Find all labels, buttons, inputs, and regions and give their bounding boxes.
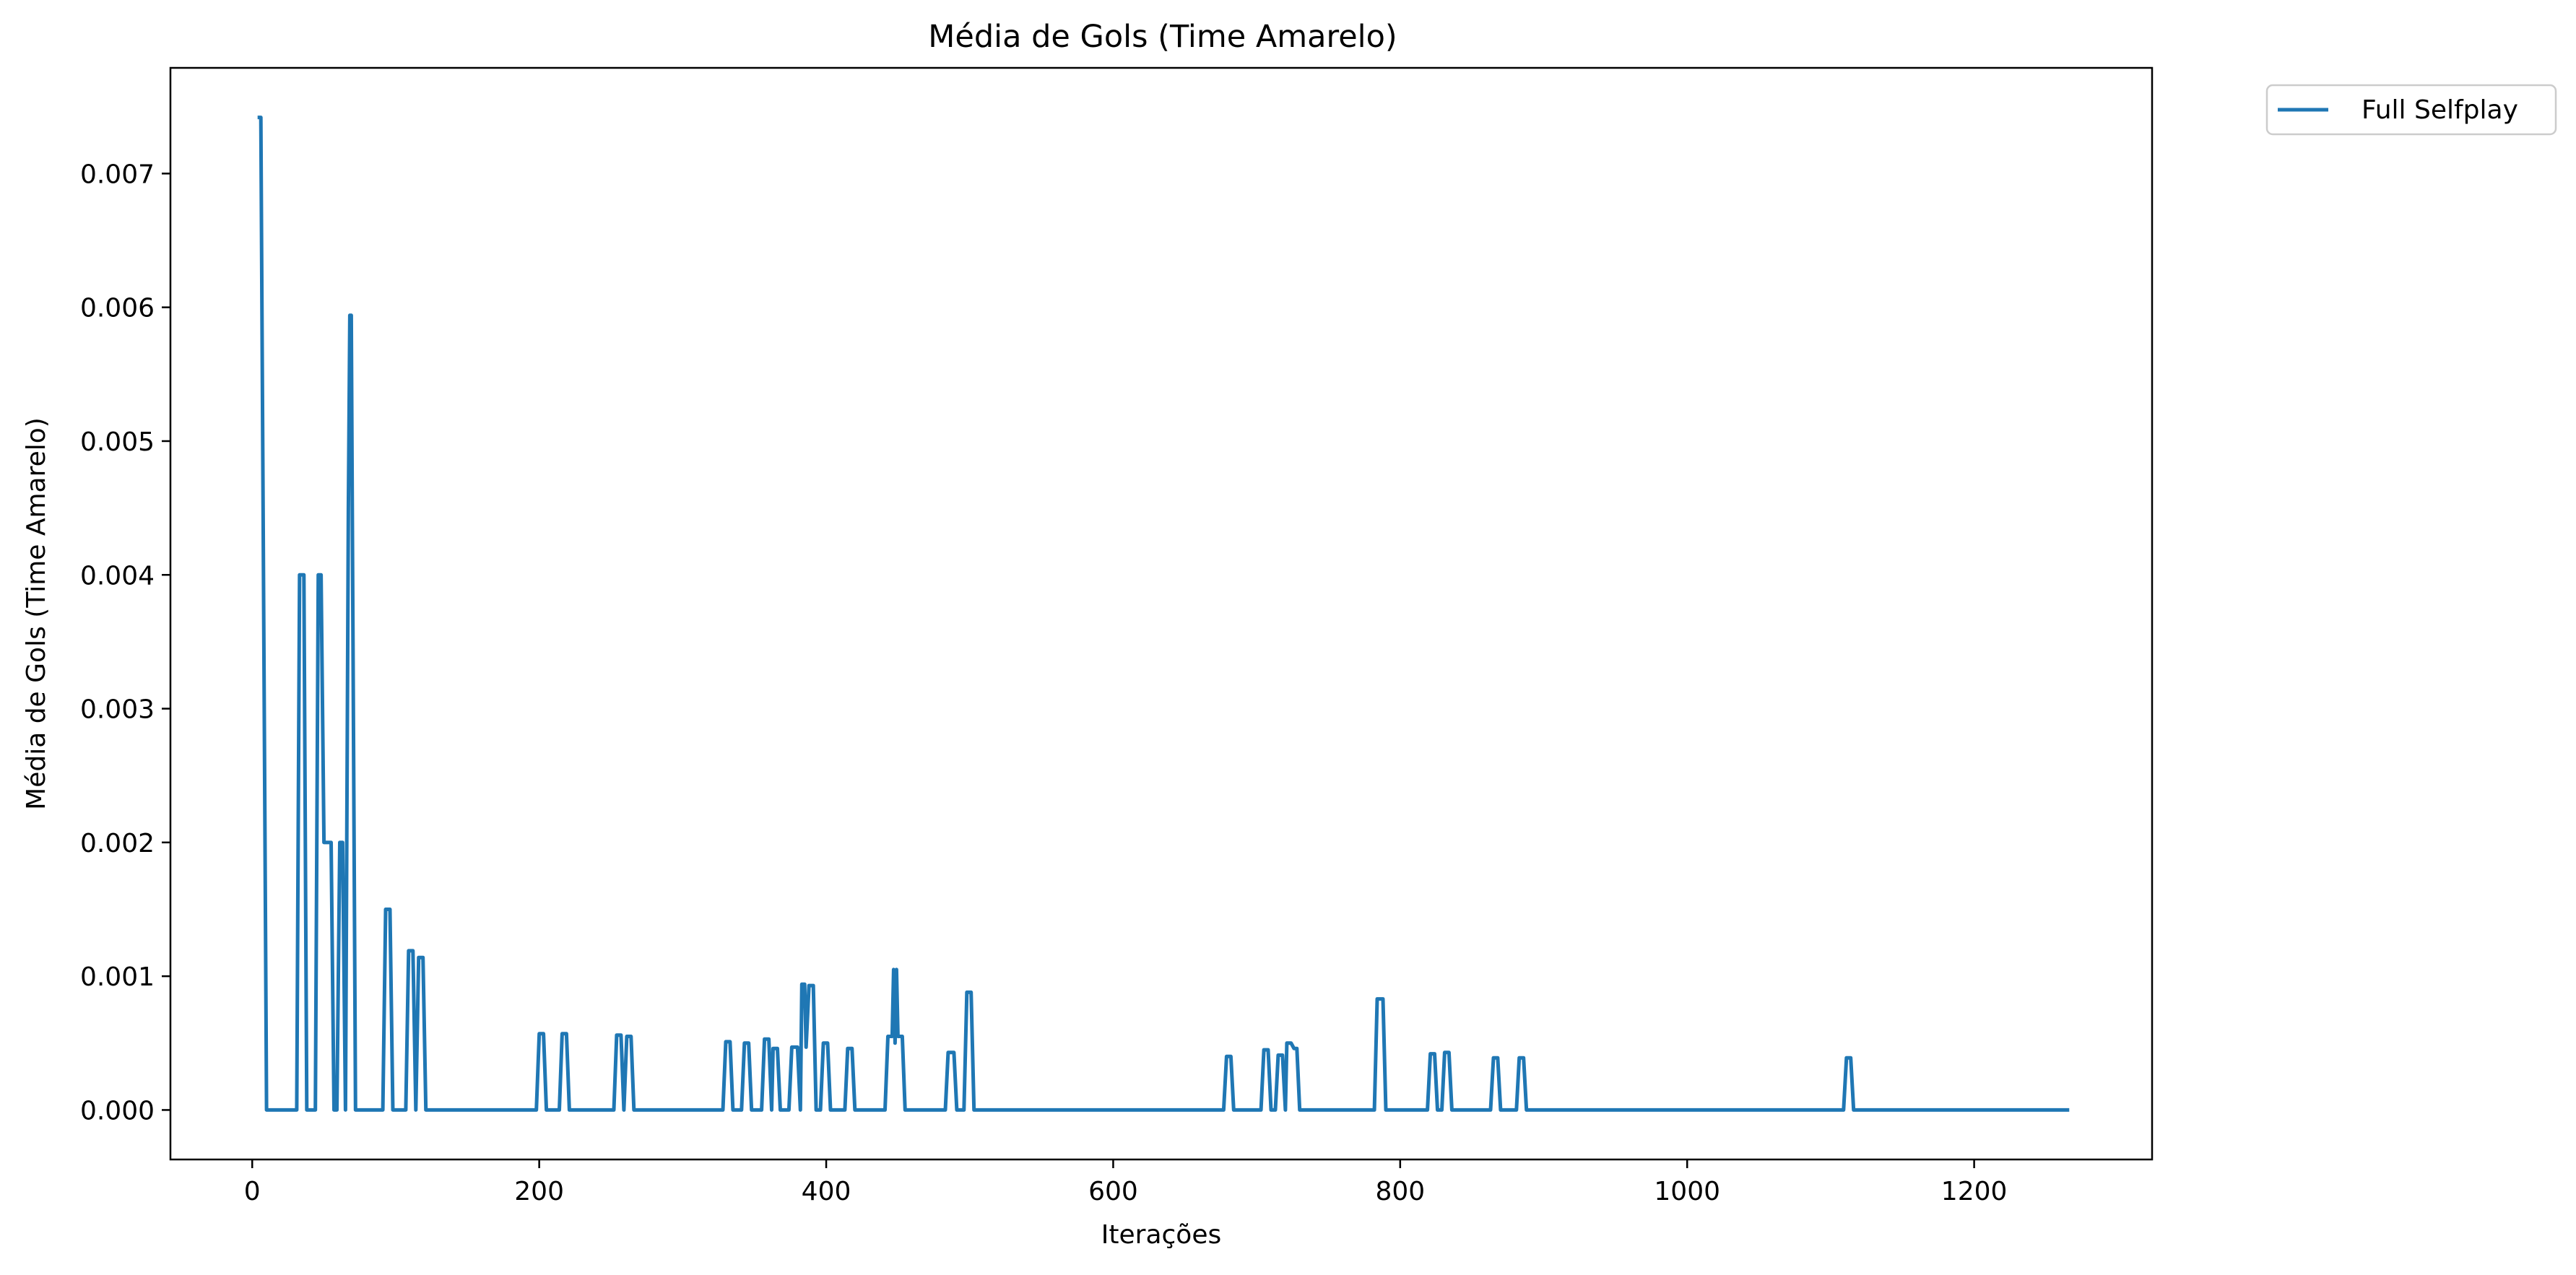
x-tick-label: 800: [1375, 1177, 1425, 1206]
x-tick-label: 1200: [1941, 1177, 2008, 1206]
series-line-0: [257, 116, 2070, 1112]
y-tick-label: 0.005: [80, 427, 155, 457]
x-axis-title: Iterações: [1101, 1220, 1221, 1250]
axes-frame: [169, 66, 2154, 1161]
y-tick-label: 0.003: [80, 695, 155, 725]
x-tick-label: 200: [514, 1177, 564, 1206]
y-tick-label: 0.004: [80, 561, 155, 591]
x-tick-label: 400: [802, 1177, 851, 1206]
legend-box: [2265, 84, 2557, 136]
y-tick-label: 0.002: [80, 829, 155, 858]
legend: Full Selfplay: [2265, 84, 2557, 136]
y-tick-label: 0.006: [80, 294, 155, 323]
plot-area: 0 200 400 600 800 1000 1200 0.0000.0010.0020.0…: [80, 66, 2154, 1206]
y-axis-ticks: 0.000 0.001 0.002 0.003 0.004 0.005 0.006 0.007: [80, 160, 170, 1126]
x-tick-label: 1000: [1654, 1177, 1720, 1206]
legend-series-label: Full Selfplay: [2362, 95, 2518, 125]
x-axis-ticks: 0 200 400 600 800 1000 1200: [244, 1159, 2008, 1206]
y-tick-label: 0.000: [80, 1096, 155, 1126]
chart-title: Média de Gols (Time Amarelo): [928, 19, 1397, 55]
y-tick-label: 0.007: [80, 160, 155, 189]
x-tick-label: 0: [244, 1177, 261, 1206]
y-tick-label: 0.001: [80, 962, 155, 992]
y-axis-title: Média de Gols (Time Amarelo): [22, 417, 51, 810]
x-tick-label: 600: [1088, 1177, 1138, 1206]
series-layer: [257, 116, 2070, 1112]
